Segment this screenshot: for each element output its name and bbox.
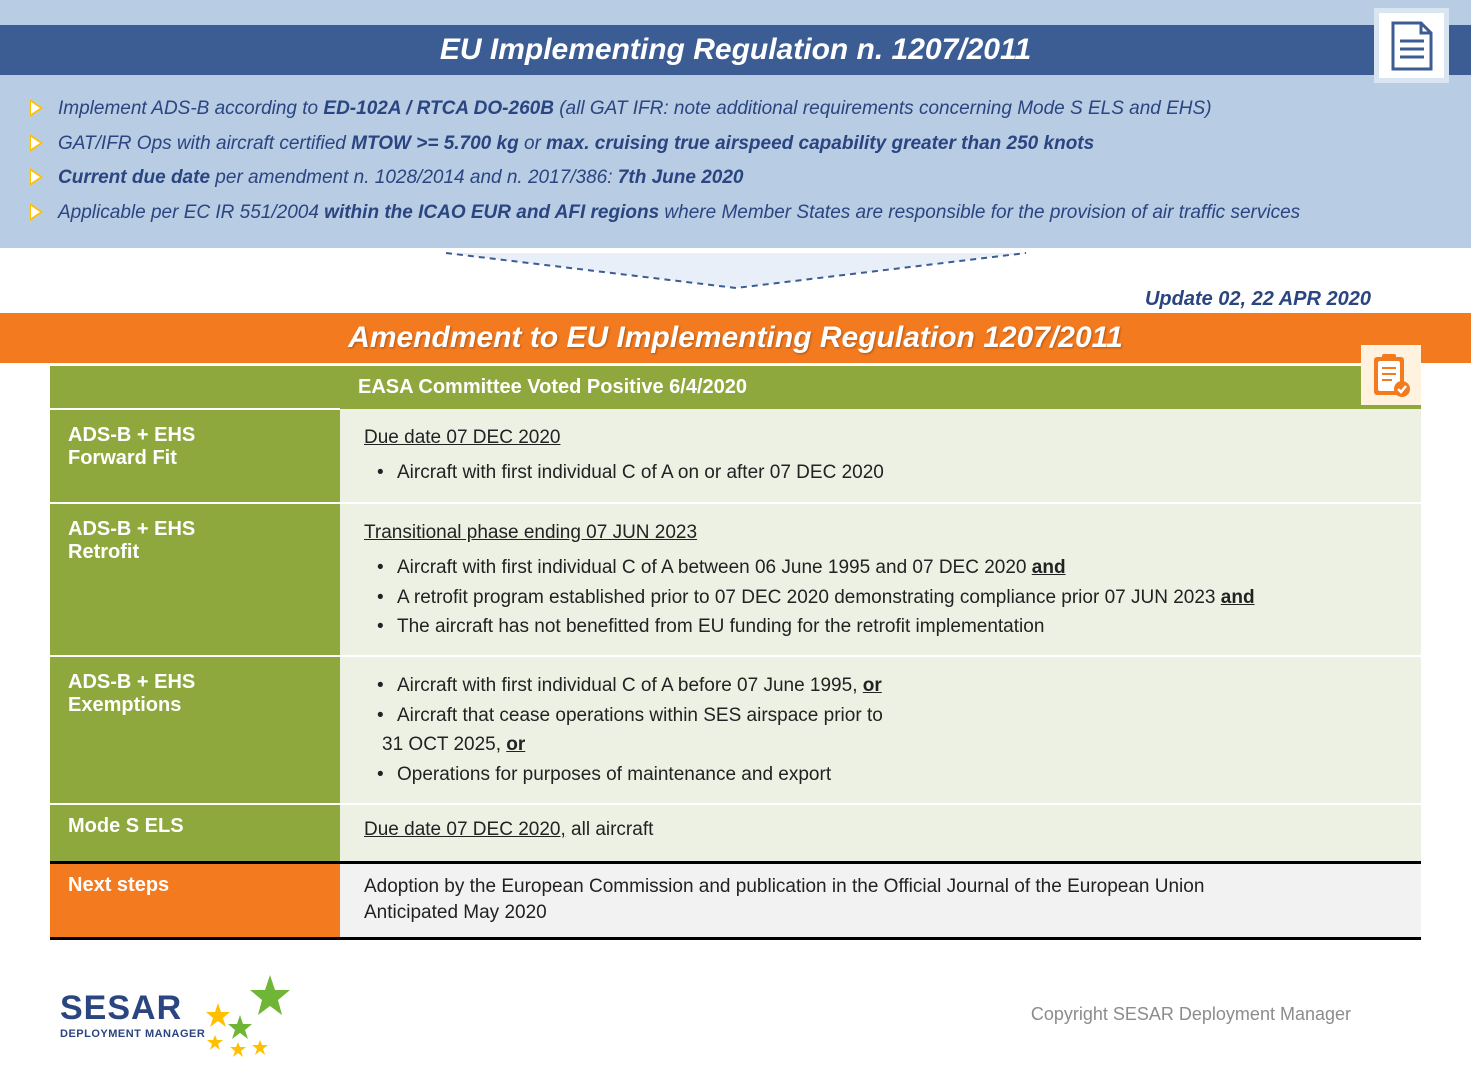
table-header-row: EASA Committee Voted Positive 6/4/2020 [50, 366, 1421, 409]
amendment-title: Amendment to EU Implementing Regulation … [348, 321, 1123, 354]
vote-header: EASA Committee Voted Positive 6/4/2020 [340, 366, 1421, 409]
row-content-next-steps: Adoption by the European Commission and … [340, 862, 1421, 938]
header-spacer [50, 366, 340, 409]
table-row-next-steps: Next steps Adoption by the European Comm… [50, 862, 1421, 938]
copyright-text: Copyright SESAR Deployment Manager [1031, 1004, 1351, 1025]
table-row-forward-fit: ADS-B + EHSForward Fit Due date 07 DEC 2… [50, 409, 1421, 503]
info-band: Implement ADS-B according to ED-102A / R… [0, 75, 1471, 248]
bullet-row-2: GAT/IFR Ops with aircraft certified MTOW… [30, 132, 1431, 157]
row-label-mode-s: Mode S ELS [50, 804, 340, 862]
bullet-row-3: Current due date per amendment n. 1028/2… [30, 166, 1431, 191]
bullet-arrow-icon [30, 168, 43, 186]
row-label-retrofit: ADS-B + EHSRetrofit [50, 503, 340, 657]
bullet-row-4: Applicable per EC IR 551/2004 within the… [30, 201, 1431, 226]
row-content-mode-s: Due date 07 DEC 2020, all aircraft [340, 804, 1421, 862]
top-band [0, 0, 1471, 25]
bullet-text-1: Implement ADS-B according to ED-102A / R… [58, 97, 1212, 122]
logo-main: SESAR [60, 989, 205, 1028]
bullet-text-2: GAT/IFR Ops with aircraft certified MTOW… [58, 132, 1094, 157]
clipboard-icon [1361, 345, 1421, 405]
sesar-logo: SESAR DEPLOYMENT MANAGER [60, 970, 290, 1060]
flow-arrow [0, 248, 1471, 296]
table-row-retrofit: ADS-B + EHSRetrofit Transitional phase e… [50, 503, 1421, 657]
amendment-table-container: EASA Committee Voted Positive 6/4/2020 A… [0, 363, 1471, 940]
row-content-retrofit: Transitional phase ending 07 JUN 2023 Ai… [340, 503, 1421, 657]
title-band: EU Implementing Regulation n. 1207/2011 [0, 25, 1471, 75]
bullet-text-4: Applicable per EC IR 551/2004 within the… [58, 201, 1300, 226]
row-label-next-steps: Next steps [50, 862, 340, 938]
row-content-forward-fit: Due date 07 DEC 2020 Aircraft with first… [340, 409, 1421, 503]
row-label-forward-fit: ADS-B + EHSForward Fit [50, 409, 340, 503]
bullet-arrow-icon [30, 203, 43, 221]
logo-text-block: SESAR DEPLOYMENT MANAGER [60, 989, 205, 1040]
amendment-title-band: Amendment to EU Implementing Regulation … [0, 313, 1471, 363]
table-row-mode-s: Mode S ELS Due date 07 DEC 2020, all air… [50, 804, 1421, 862]
logo-sub: DEPLOYMENT MANAGER [60, 1028, 205, 1040]
row-content-exemptions: Aircraft with first individual C of A be… [340, 656, 1421, 804]
bullet-row-1: Implement ADS-B according to ED-102A / R… [30, 97, 1431, 122]
document-icon [1374, 8, 1449, 83]
main-title: EU Implementing Regulation n. 1207/2011 [440, 33, 1031, 66]
row-label-exemptions: ADS-B + EHSExemptions [50, 656, 340, 804]
star-cluster-icon [200, 970, 290, 1060]
amendment-table: EASA Committee Voted Positive 6/4/2020 A… [50, 366, 1421, 940]
footer: SESAR DEPLOYMENT MANAGER Copyright SESAR… [0, 940, 1471, 1080]
table-row-exemptions: ADS-B + EHSExemptions Aircraft with firs… [50, 656, 1421, 804]
bullet-arrow-icon [30, 99, 43, 117]
bullet-text-3: Current due date per amendment n. 1028/2… [58, 166, 743, 191]
bullet-arrow-icon [30, 134, 43, 152]
